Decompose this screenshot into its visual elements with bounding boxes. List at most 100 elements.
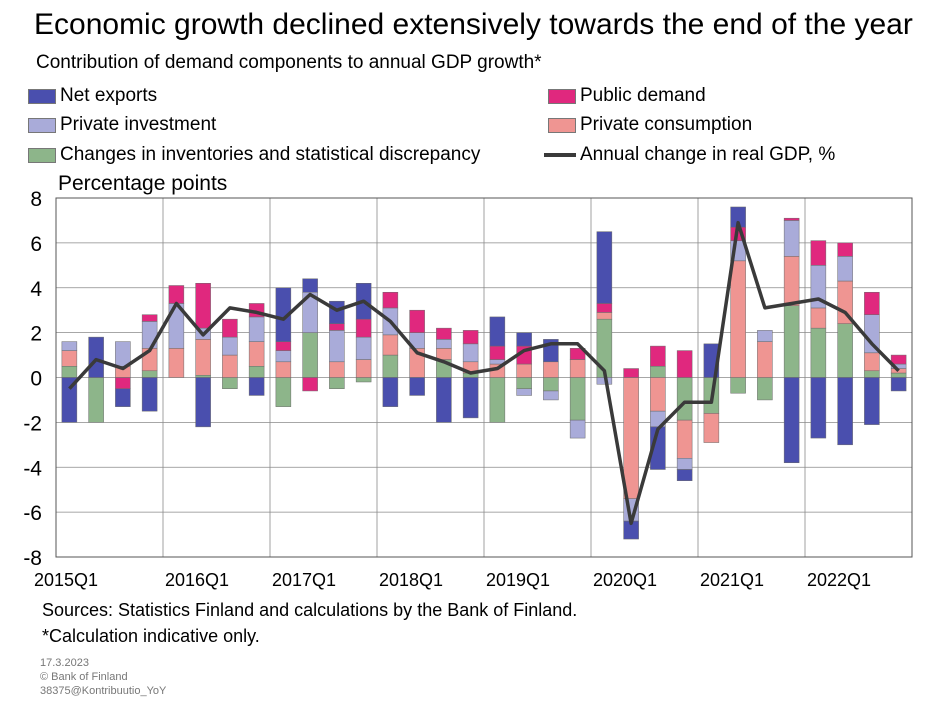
bar-private-investment bbox=[757, 330, 773, 342]
bar-net-exports bbox=[248, 377, 265, 396]
bar-public-demand bbox=[462, 330, 479, 345]
bar-inventories bbox=[837, 323, 853, 378]
bar-public-demand bbox=[115, 377, 131, 389]
bar-net-exports bbox=[436, 377, 452, 423]
bar-private-consumption bbox=[730, 260, 746, 378]
bar-inventories bbox=[650, 366, 666, 378]
bar-public-demand bbox=[141, 314, 158, 322]
bar-net-exports bbox=[61, 377, 78, 423]
bar-private-consumption bbox=[810, 307, 827, 329]
gdp-line bbox=[68, 220, 900, 526]
bar-private-consumption bbox=[329, 361, 345, 378]
bar-net-exports bbox=[115, 388, 131, 407]
bar-private-investment bbox=[115, 341, 131, 367]
chart-code: 38375@Kontribuutio_YoY bbox=[40, 685, 167, 697]
bar-public-demand bbox=[489, 345, 506, 360]
bar-net-exports bbox=[676, 469, 693, 481]
plot-border bbox=[55, 197, 913, 558]
legend-label: Private investment bbox=[60, 114, 217, 135]
x-tick-label: 2015Q1 bbox=[34, 570, 98, 590]
legend-private-investment: Private investment bbox=[28, 113, 216, 137]
x-tick-label: 2018Q1 bbox=[379, 570, 443, 590]
legend-label: Annual change in real GDP, % bbox=[580, 144, 836, 165]
bar-private-consumption bbox=[757, 341, 773, 378]
bar-inventories bbox=[141, 370, 158, 378]
bar-private-investment bbox=[222, 336, 238, 356]
bar-public-demand bbox=[650, 345, 666, 367]
bar-private-investment bbox=[783, 220, 800, 257]
x-tick-label: 2016Q1 bbox=[165, 570, 229, 590]
sources-note: Sources: Statistics Finland and calculat… bbox=[42, 600, 578, 620]
bar-inventories bbox=[275, 377, 292, 407]
bar-private-consumption bbox=[275, 361, 292, 378]
x-tick-label: 2022Q1 bbox=[807, 570, 871, 590]
bar-public-demand bbox=[195, 283, 211, 329]
bar-public-demand bbox=[837, 242, 853, 257]
bar-public-demand bbox=[168, 285, 185, 304]
bar-private-consumption bbox=[864, 352, 880, 372]
bar-net-exports bbox=[382, 377, 399, 407]
swatch-private-investment-icon bbox=[28, 117, 56, 133]
bar-inventories bbox=[569, 377, 586, 421]
bar-inventories bbox=[382, 354, 399, 378]
bar-net-exports bbox=[462, 377, 479, 419]
bar-public-demand bbox=[890, 354, 907, 365]
publish-date: 17.3.2023 bbox=[40, 657, 89, 669]
y-axis-title: Percentage points bbox=[58, 172, 228, 195]
bar-net-exports bbox=[516, 332, 532, 347]
x-tick-label: 2020Q1 bbox=[593, 570, 657, 590]
copyright: © Bank of Finland bbox=[40, 671, 128, 683]
bar-net-exports bbox=[890, 377, 907, 392]
bar-private-consumption bbox=[516, 363, 532, 378]
bar-public-demand bbox=[409, 309, 425, 333]
bar-private-consumption bbox=[382, 334, 399, 356]
legend-public-demand: Public demand bbox=[548, 84, 706, 108]
bar-private-consumption bbox=[222, 354, 238, 378]
bar-net-exports bbox=[141, 377, 158, 412]
bar-inventories bbox=[329, 377, 345, 389]
bar-inventories bbox=[676, 377, 693, 421]
bar-inventories bbox=[543, 377, 559, 392]
indicative-note: *Calculation indicative only. bbox=[42, 626, 260, 646]
bar-private-investment bbox=[355, 336, 372, 360]
bar-public-demand bbox=[783, 217, 800, 221]
bar-private-investment bbox=[248, 316, 265, 342]
legend-label: Private consumption bbox=[580, 114, 753, 135]
bar-net-exports bbox=[195, 377, 211, 428]
bar-private-investment bbox=[837, 256, 853, 282]
bar-net-exports bbox=[409, 377, 425, 396]
bar-inventories bbox=[88, 377, 104, 423]
bar-private-consumption bbox=[569, 359, 586, 378]
legend-label: Changes in inventories and statistical d… bbox=[60, 144, 481, 165]
bar-inventories bbox=[516, 377, 532, 389]
bar-inventories bbox=[489, 377, 506, 423]
bar-public-demand bbox=[569, 348, 586, 360]
bar-public-demand bbox=[676, 350, 693, 378]
bar-private-consumption bbox=[248, 341, 265, 367]
legend-label: Net exports bbox=[60, 85, 158, 106]
bar-private-investment bbox=[676, 458, 693, 470]
legend-gdp: Annual change in real GDP, % bbox=[544, 143, 835, 167]
bar-public-demand bbox=[222, 318, 238, 338]
bar-net-exports bbox=[783, 377, 800, 464]
bar-inventories bbox=[195, 375, 211, 378]
bar-private-investment bbox=[275, 350, 292, 363]
bar-public-demand bbox=[355, 318, 372, 338]
bar-net-exports bbox=[329, 300, 345, 324]
bar-private-consumption bbox=[61, 350, 78, 367]
x-tick-label: 2019Q1 bbox=[486, 570, 550, 590]
bar-net-exports bbox=[596, 231, 613, 304]
legend-inventories: Changes in inventories and statistical d… bbox=[28, 143, 480, 167]
x-tick-label: 2021Q1 bbox=[700, 570, 764, 590]
y-tick-label: 2 bbox=[30, 323, 42, 346]
bar-public-demand bbox=[436, 327, 452, 340]
y-tick-label: 0 bbox=[30, 368, 42, 391]
legend-label: Public demand bbox=[580, 85, 706, 106]
bar-inventories bbox=[302, 332, 318, 378]
x-tick-label: 2017Q1 bbox=[272, 570, 336, 590]
bar-inventories bbox=[757, 377, 773, 401]
legend-private-consumption: Private consumption bbox=[548, 113, 752, 137]
bar-private-consumption bbox=[168, 348, 185, 378]
swatch-net-exports-icon bbox=[28, 88, 56, 104]
